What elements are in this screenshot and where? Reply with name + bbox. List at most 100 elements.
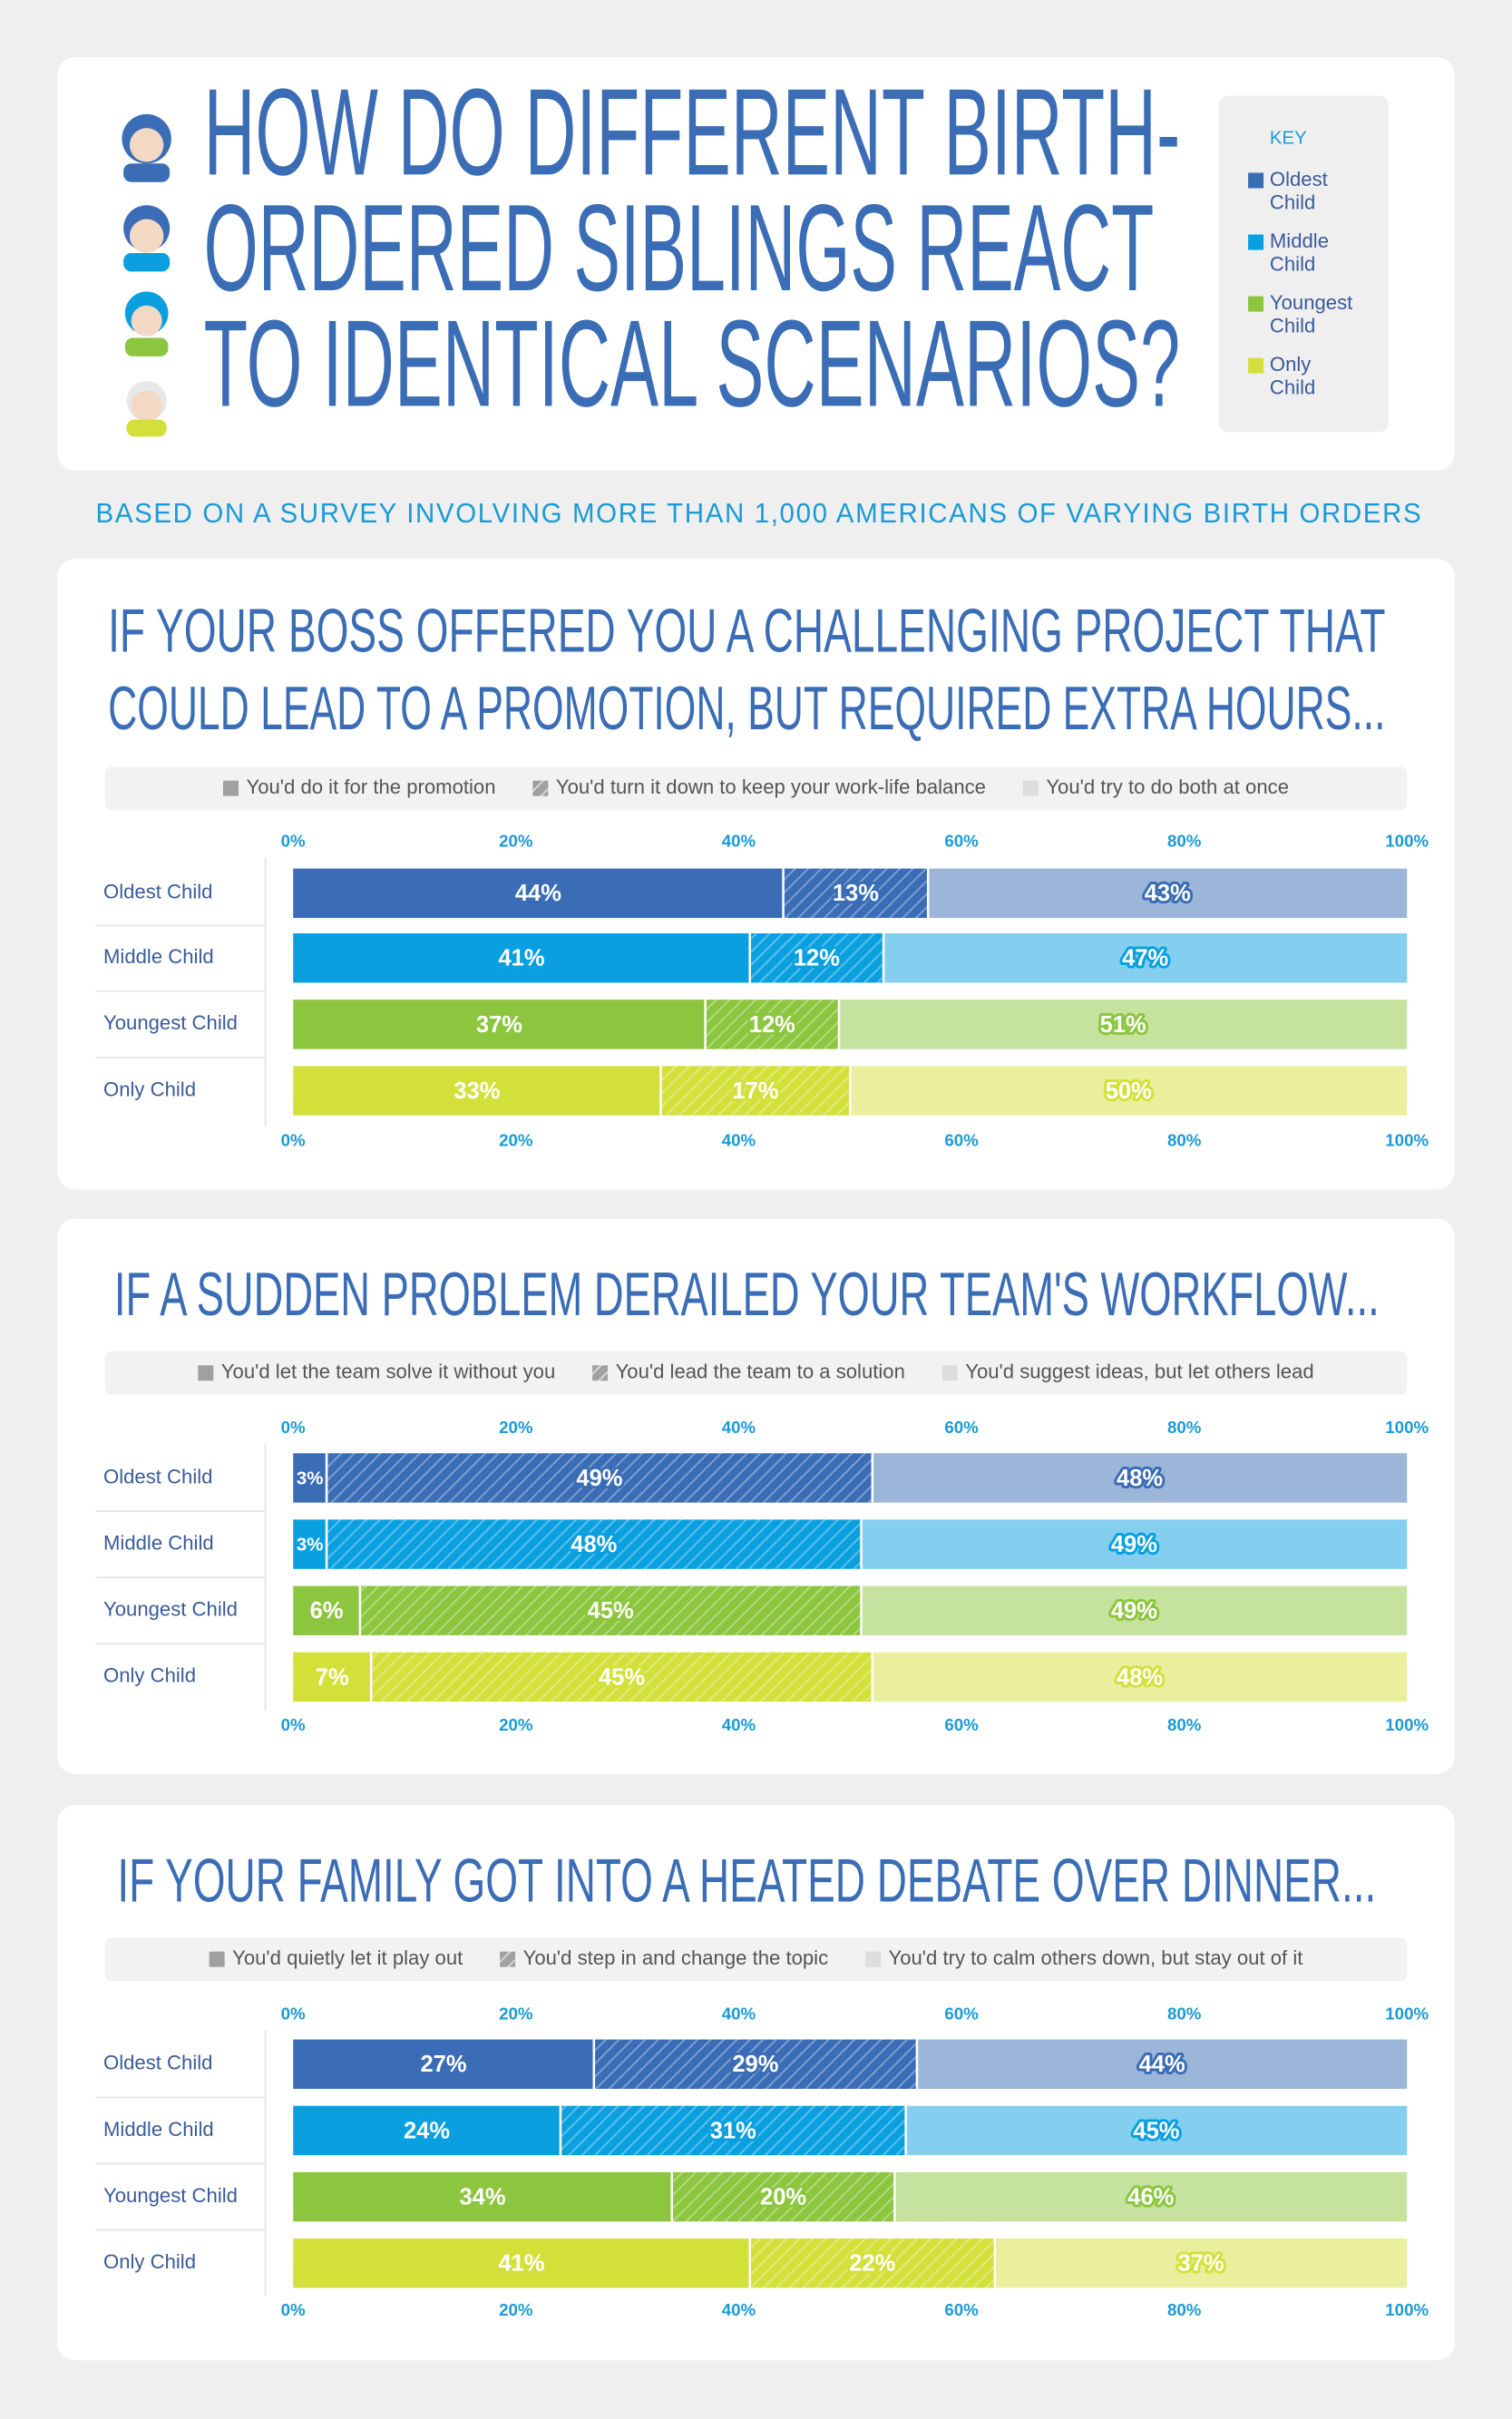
bar-segment xyxy=(850,1066,1408,1116)
bar-segment xyxy=(293,1585,360,1635)
x-tick-label: 20% xyxy=(499,2004,533,2023)
data-label: 43% xyxy=(1145,881,1191,906)
x-tick-label: 40% xyxy=(722,832,756,851)
x-tick-label: 20% xyxy=(499,1715,533,1734)
legend-label: You'd quietly let it play out xyxy=(232,1946,463,1969)
data-label: 48% xyxy=(1117,1664,1163,1690)
chart: IF YOUR BOSS OFFERED YOU A CHALLENGING P… xyxy=(56,558,1456,1190)
bar-segment xyxy=(916,2039,1408,2090)
bar-segment xyxy=(749,2238,995,2288)
header-card xyxy=(56,56,1456,471)
x-tick-label: 40% xyxy=(722,1418,756,1437)
bar-segment xyxy=(293,2171,672,2222)
key-label: Child xyxy=(1270,376,1315,398)
x-tick-label: 100% xyxy=(1385,2300,1429,2319)
category-label: Youngest Child xyxy=(103,1598,238,1621)
bar-segment xyxy=(872,1652,1408,1702)
x-tick-label: 60% xyxy=(944,2300,979,2319)
bar-segment xyxy=(293,2105,561,2156)
legend: You'd do it for the promotion You'd turn … xyxy=(222,775,1289,798)
bar-segment xyxy=(293,2039,594,2090)
chart-title: IF YOUR FAMILY GOT INTO A HEATED DEBATE … xyxy=(117,1846,1376,1915)
data-label: 45% xyxy=(588,1598,634,1624)
legend: You'd let the team solve it without you Y… xyxy=(198,1361,1314,1383)
bar-segment xyxy=(883,933,1408,983)
data-label: 51% xyxy=(1100,1012,1146,1038)
x-tick-label: 20% xyxy=(499,1131,533,1150)
data-label: 22% xyxy=(849,2251,895,2277)
legend-band xyxy=(104,1937,1408,1981)
bar-segment xyxy=(905,2105,1408,2156)
subtitle: BASED ON A SURVEY INVOLVING MORE THAN 1,… xyxy=(96,498,1423,529)
bar-segment xyxy=(359,1585,862,1635)
data-label: 41% xyxy=(498,946,544,971)
data-label: 12% xyxy=(794,946,840,971)
x-tick-label: 40% xyxy=(722,1715,756,1734)
x-tick-label: 20% xyxy=(499,832,533,851)
bar-segment xyxy=(371,1652,873,1702)
legend-swatch xyxy=(532,780,549,796)
chart-title: IF YOUR BOSS OFFERED YOU A CHALLENGING P… xyxy=(108,597,1385,666)
legend-band xyxy=(104,766,1408,810)
data-label: 44% xyxy=(515,881,561,906)
data-label: 44% xyxy=(1139,2052,1185,2077)
key-label: Youngest xyxy=(1270,291,1352,314)
category-label: Only Child xyxy=(103,2250,196,2273)
key-label: Child xyxy=(1270,190,1315,213)
title-line: HOW DO DIFFERENT BIRTH- xyxy=(204,63,1181,200)
data-label: 45% xyxy=(1133,2118,1179,2143)
bar-segment xyxy=(293,1519,327,1569)
x-tick-label: 100% xyxy=(1385,1131,1429,1150)
key-label: Child xyxy=(1270,252,1315,275)
category-label: Youngest Child xyxy=(103,2184,238,2207)
x-tick-label: 40% xyxy=(722,2300,756,2319)
bar-segment xyxy=(293,1652,372,1702)
data-label: 48% xyxy=(1117,1466,1163,1491)
title-line: ORDERED SIBLINGS REACT xyxy=(204,179,1155,317)
x-tick-label: 40% xyxy=(722,1131,756,1150)
bar-segment xyxy=(994,2238,1408,2288)
bar-segment xyxy=(327,1519,862,1569)
x-tick-label: 60% xyxy=(944,2004,979,2023)
data-label: 6% xyxy=(310,1598,344,1624)
x-tick-label: 0% xyxy=(281,2300,306,2319)
key-label: Only xyxy=(1270,353,1312,376)
legend-swatch xyxy=(864,1951,881,1967)
data-label: 12% xyxy=(749,1012,795,1038)
chart-title: IF A SUDDEN PROBLEM DERAILED YOUR TEAM'S… xyxy=(114,1260,1380,1329)
data-label: 17% xyxy=(732,1078,778,1104)
bar-segment xyxy=(293,933,750,983)
category-label: Middle Child xyxy=(103,2118,214,2141)
bar-segment xyxy=(783,868,929,919)
x-tick-label: 0% xyxy=(281,832,306,851)
bar-segment xyxy=(327,1453,873,1503)
legend-swatch xyxy=(198,1365,214,1381)
category-label: Oldest Child xyxy=(103,2052,212,2074)
x-tick-label: 100% xyxy=(1385,1418,1429,1437)
x-tick-label: 80% xyxy=(1167,832,1202,851)
legend: You'd quietly let it play out You'd step … xyxy=(209,1946,1302,1969)
data-label: 41% xyxy=(498,2251,544,2277)
x-tick-label: 60% xyxy=(944,832,979,851)
key-swatch xyxy=(1248,296,1264,312)
category-label: Oldest Child xyxy=(103,881,212,903)
data-label: 29% xyxy=(732,2052,778,2077)
sibling-icons xyxy=(122,113,171,437)
legend-label: You'd try to do both at once xyxy=(1046,775,1289,798)
x-tick-label: 100% xyxy=(1385,2004,1429,2023)
data-label: 27% xyxy=(420,2052,466,2077)
data-label: 7% xyxy=(316,1664,349,1690)
bar-segment xyxy=(593,2039,917,2090)
x-tick-label: 20% xyxy=(499,2300,533,2319)
data-label: 45% xyxy=(599,1664,645,1690)
x-tick-label: 100% xyxy=(1385,832,1429,851)
x-tick-label: 20% xyxy=(499,1418,533,1437)
x-tick-label: 60% xyxy=(944,1715,979,1734)
legend-swatch xyxy=(1022,780,1039,796)
chart: IF A SUDDEN PROBLEM DERAILED YOUR TEAM'S… xyxy=(56,1218,1456,1775)
bar-segment xyxy=(928,868,1408,919)
key-title: KEY xyxy=(1270,128,1307,148)
x-tick-label: 100% xyxy=(1385,1715,1429,1734)
legend-label: You'd do it for the promotion xyxy=(246,775,495,798)
x-tick-label: 60% xyxy=(944,1418,979,1437)
